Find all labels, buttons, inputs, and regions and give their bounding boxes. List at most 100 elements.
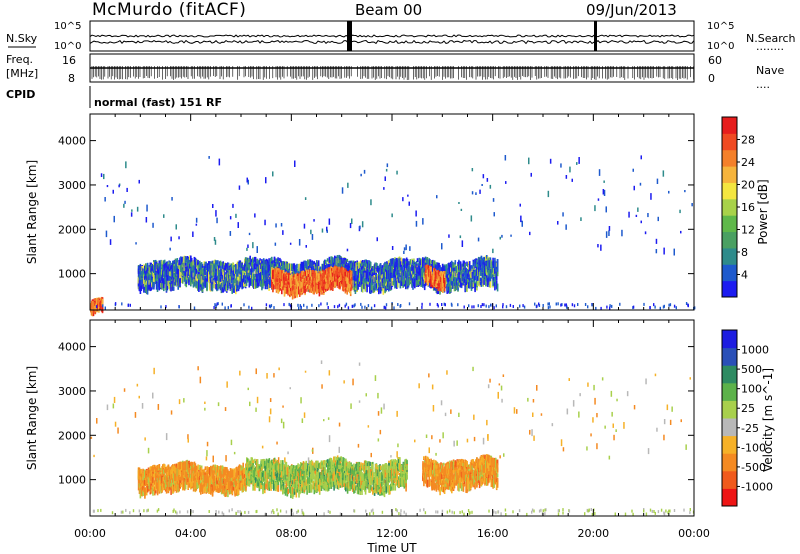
scatter-cell xyxy=(210,265,213,271)
scatter-cell xyxy=(190,256,192,260)
scatter-cell xyxy=(398,258,401,268)
scatter-cell xyxy=(262,270,265,279)
scatter-cell xyxy=(268,274,270,278)
scatter-cell xyxy=(278,277,280,286)
scatter-cell xyxy=(174,262,177,272)
scatter-cell xyxy=(345,260,348,267)
scatter-cell xyxy=(405,257,408,262)
scatter-cell xyxy=(384,284,386,293)
scatter-cell xyxy=(417,271,420,277)
scatter-cell xyxy=(398,274,401,282)
scatter-cell xyxy=(271,270,273,278)
scatter-cell xyxy=(459,276,462,282)
scatter-cell xyxy=(477,280,479,287)
scatter-cell xyxy=(215,283,217,290)
scatter-cell xyxy=(172,260,175,265)
scatter-cell xyxy=(281,273,283,280)
scatter-cell xyxy=(146,271,149,281)
scatter-cell xyxy=(179,280,181,287)
scatter-cell xyxy=(429,280,431,288)
scatter-cell xyxy=(402,280,404,288)
scatter-cell xyxy=(369,284,371,294)
scatter-cell xyxy=(267,272,269,276)
scatter-cell xyxy=(178,278,180,287)
scatter-cell xyxy=(482,264,484,272)
scatter-cell xyxy=(191,279,194,284)
scatter-cell xyxy=(380,268,383,277)
scatter-cell xyxy=(410,266,412,272)
scatter-cell xyxy=(260,271,262,278)
scatter-cell xyxy=(461,269,464,274)
scatter-cell xyxy=(214,259,216,264)
scatter-cell xyxy=(433,285,436,291)
scatter-cell xyxy=(143,272,145,279)
scatter-cell xyxy=(261,272,263,280)
scatter-cell xyxy=(235,285,237,295)
scatter-cell xyxy=(459,274,462,278)
scatter-cell xyxy=(191,274,194,283)
scatter-cell xyxy=(368,273,370,278)
scatter-cell xyxy=(316,266,318,270)
scatter-cell xyxy=(488,267,491,275)
scatter-cell xyxy=(394,268,396,278)
scatter-cell xyxy=(172,273,175,278)
scatter-cell xyxy=(203,261,206,266)
scatter-cell xyxy=(293,263,296,267)
scatter-cell xyxy=(244,263,246,271)
scatter-cell xyxy=(216,271,218,277)
scatter-cell xyxy=(187,266,189,273)
scatter-cell xyxy=(294,285,297,292)
scatter-cell xyxy=(352,284,355,291)
scatter-cell xyxy=(391,278,394,286)
scatter-cell xyxy=(152,278,154,287)
scatter-cell xyxy=(163,263,166,273)
scatter-cell xyxy=(288,273,290,281)
scatter-cell xyxy=(294,281,297,287)
scatter-cell xyxy=(336,260,339,270)
scatter-cell xyxy=(188,260,190,269)
scatter-cell xyxy=(216,261,218,265)
scatter-cell xyxy=(163,259,166,264)
scatter-cell xyxy=(340,259,342,263)
scatter-cell xyxy=(164,270,167,277)
scatter-cell xyxy=(496,259,499,264)
scatter-cell xyxy=(165,269,168,278)
scatter-cell xyxy=(140,279,143,286)
scatter-cell xyxy=(401,279,403,286)
scatter-cell xyxy=(300,271,303,280)
scatter-cell xyxy=(493,280,495,285)
scatter-cell xyxy=(166,261,169,267)
scatter-cell xyxy=(217,282,219,288)
scatter-cell xyxy=(164,263,167,269)
freq-label-line1: Freq. xyxy=(6,53,33,66)
scatter-cell xyxy=(275,265,278,269)
scatter-cell xyxy=(184,278,187,286)
scatter-cell xyxy=(253,264,255,272)
scatter-cell xyxy=(307,275,309,285)
scatter-cell xyxy=(362,275,365,279)
scatter-cell xyxy=(141,268,143,277)
scatter-cell xyxy=(321,263,323,272)
scatter-cell xyxy=(369,261,372,268)
scatter-cell xyxy=(366,263,368,268)
scatter-cell xyxy=(276,282,279,286)
scatter-cell xyxy=(352,269,355,275)
scatter-cell xyxy=(247,264,250,268)
scatter-cell xyxy=(396,267,398,276)
scatter-cell xyxy=(477,267,480,275)
scatter-cell xyxy=(200,285,203,290)
scatter-cell xyxy=(206,277,208,283)
scatter-cell xyxy=(271,263,273,269)
scatter-cell xyxy=(375,278,377,284)
scatter-cell xyxy=(274,263,277,271)
scatter-cell xyxy=(140,270,143,276)
scatter-cell xyxy=(342,262,344,270)
scatter-cell xyxy=(178,271,180,277)
scatter-cell xyxy=(240,274,242,282)
scatter-cell xyxy=(305,277,307,285)
scatter-cell xyxy=(361,265,364,270)
scatter-cell xyxy=(388,266,391,274)
scatter-cell xyxy=(231,285,233,294)
scatter-cell xyxy=(254,256,257,263)
scatter-cell xyxy=(378,271,381,275)
